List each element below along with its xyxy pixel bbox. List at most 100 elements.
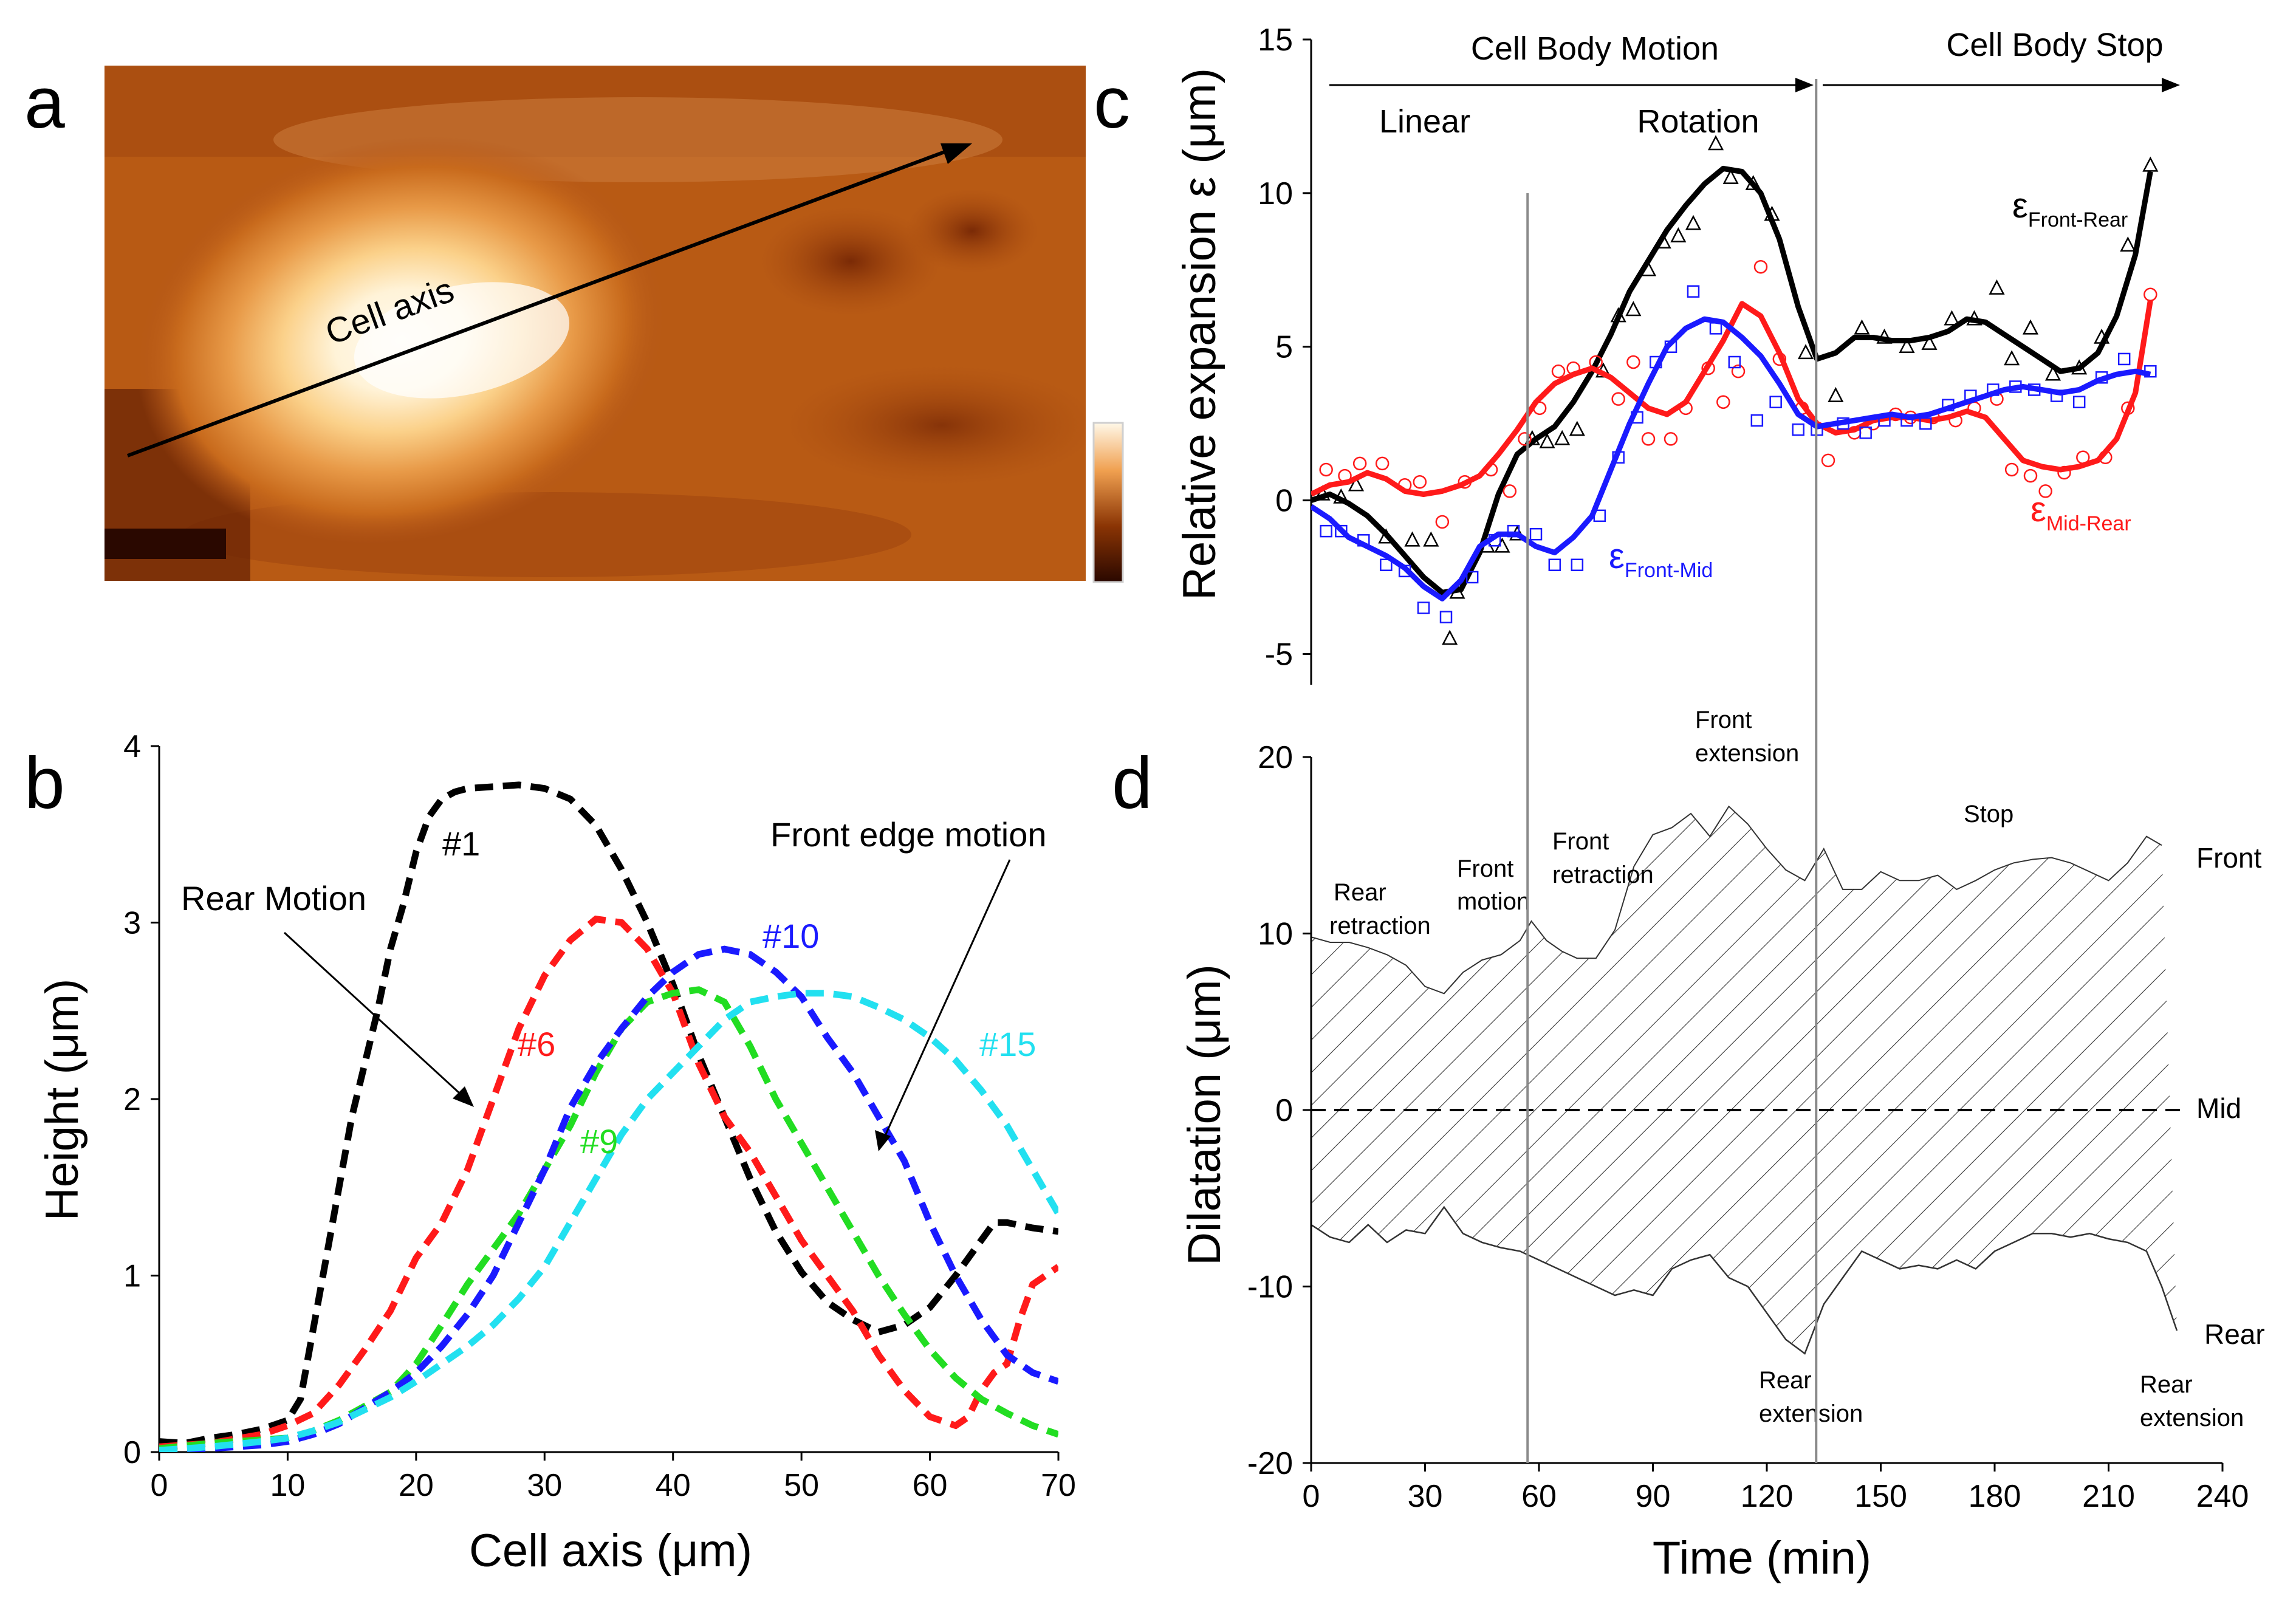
c-marker: [1348, 476, 1365, 492]
edge-label-mid: Mid: [2196, 1092, 2241, 1124]
ann-stop: Stop: [1964, 801, 2013, 827]
d-ytick-label: 10: [1258, 917, 1293, 952]
panel-b-axes: 0 10 20 30 40 50 60 70 0 1 2 3 4: [123, 729, 1076, 1503]
c-series-0: [1311, 165, 2153, 595]
b-ytick-label: 1: [123, 1259, 141, 1294]
c-series-2: [1311, 316, 2151, 601]
c-marker: [2023, 468, 2038, 483]
d-xtick-label: 0: [1303, 1479, 1320, 1514]
c-marker: [1899, 338, 1915, 353]
b-ytick-label: 4: [123, 729, 141, 764]
front-edge-motion-arrow: [881, 859, 1011, 1143]
ann-front-extension-1: Front: [1695, 707, 1752, 733]
label-front-mid: εFront-Mid: [1609, 536, 1713, 582]
c-marker: [2144, 287, 2157, 301]
series-label-15: #15: [979, 1025, 1036, 1063]
rear-motion-arrowhead: [453, 1086, 474, 1107]
c-marker: [2004, 462, 2019, 477]
c-marker: [1821, 453, 1835, 468]
panel-b-xlabel: Cell axis (μm): [469, 1525, 752, 1577]
c-marker: [2142, 156, 2159, 172]
c-marker: [1569, 420, 1585, 436]
c-marker: [1626, 355, 1640, 369]
panel-d-xlabel: Time (min): [1653, 1532, 1871, 1584]
series-label-1: #1: [442, 824, 480, 863]
d-ytick-label: 0: [1275, 1093, 1293, 1128]
c-ytick-label: -5: [1265, 637, 1293, 672]
c-marker: [1709, 322, 1722, 335]
c-marker: [1859, 427, 1872, 439]
c-marker: [2072, 396, 2086, 408]
ann-front-retraction-1: Front: [1552, 828, 1609, 855]
panel-c-curves: [1311, 135, 2159, 645]
edge-label-front: Front: [2196, 842, 2262, 874]
d-xtick-label: 30: [1408, 1479, 1443, 1514]
c-marker: [1664, 432, 1678, 446]
b-xtick-label: 50: [784, 1468, 819, 1503]
c-marker: [2022, 319, 2039, 335]
c-marker: [2120, 236, 2136, 252]
ann-rear-extension-b1: Rear: [2140, 1371, 2193, 1398]
c-marker: [1716, 395, 1730, 409]
c-marker: [1518, 432, 1532, 446]
c-marker: [1554, 430, 1571, 445]
d-xtick-label: 60: [1521, 1479, 1557, 1514]
c-marker: [1722, 168, 1739, 184]
b-xtick-label: 70: [1041, 1468, 1076, 1503]
c-ytick-label: 5: [1275, 330, 1293, 365]
panel-c-series-labels: εFront-Rear εMid-Rear εFront-Mid: [1609, 186, 2131, 582]
c-marker: [1442, 629, 1458, 645]
c-marker: [1753, 259, 1768, 274]
c-marker: [1707, 135, 1724, 151]
c-marker: [1352, 456, 1367, 471]
c-marker: [2117, 352, 2131, 366]
b-xtick-label: 60: [913, 1468, 948, 1503]
panel-b-curves: [159, 781, 1058, 1452]
c-marker: [1539, 433, 1555, 448]
c-marker: [1750, 414, 1764, 427]
edge-label-rear: Rear: [2204, 1318, 2265, 1350]
c-ytick-label: 0: [1275, 484, 1293, 519]
c-marker: [1375, 456, 1390, 471]
b-xtick-label: 10: [270, 1468, 306, 1503]
b-ytick-label: 3: [123, 906, 141, 941]
c-marker: [1319, 462, 1333, 477]
b-ytick-label: 2: [123, 1082, 141, 1117]
series-label-6: #6: [518, 1025, 555, 1063]
d-ytick-label: -10: [1247, 1270, 1293, 1305]
ann-front-motion-2: motion: [1457, 888, 1530, 915]
panel-d-annotations: Rear retraction Front motion Front retra…: [1329, 707, 2244, 1431]
c-marker: [1320, 524, 1332, 538]
c-marker: [1919, 417, 1932, 430]
c-marker: [1404, 531, 1420, 547]
c-marker: [2044, 365, 2061, 381]
cell-axis-arrow: [126, 149, 949, 457]
panel-d-axes: 0 30 60 90 120 150 180 210 240 -20 -10 0 10 20: [1247, 740, 2249, 1514]
ann-front-extension-2: extension: [1695, 740, 1799, 767]
ann-rear-extension-b2: extension: [2140, 1405, 2244, 1431]
c-marker: [1439, 611, 1453, 623]
c-ytick-label: 15: [1258, 22, 1293, 58]
phase-divider-lines: [1526, 79, 1818, 1463]
c-series-1: [1311, 300, 2153, 497]
c-marker: [1548, 558, 1561, 572]
phase-stop-arrowhead: [2162, 78, 2180, 92]
c-marker: [1413, 475, 1427, 489]
panel-c-axes: -5 0 5 10 15: [1258, 22, 1312, 685]
d-xtick-label: 180: [1969, 1479, 2021, 1514]
d-xtick-label: 120: [1741, 1479, 1794, 1514]
c-marker: [1641, 432, 1656, 446]
d-rear-edge: [1311, 1205, 2178, 1355]
panel-d-edge-labels: Front Mid Rear: [2196, 842, 2265, 1350]
c-marker: [1792, 423, 1804, 436]
ann-rear-extension-a2: extension: [1759, 1400, 1863, 1427]
b-series-0: [159, 781, 1058, 1447]
phase-rotation-label: Rotation: [1637, 103, 1759, 140]
panel-c-ylabel: Relative expansion ε (μm): [1174, 68, 1225, 600]
b-ytick-label: 0: [123, 1435, 141, 1470]
c-marker: [2038, 484, 2052, 498]
b-xtick-label: 20: [399, 1468, 434, 1503]
colorbar: [1092, 422, 1124, 583]
label-mid-rear: εMid-Rear: [2030, 490, 2131, 535]
panel-d-area: [1311, 805, 2185, 1355]
